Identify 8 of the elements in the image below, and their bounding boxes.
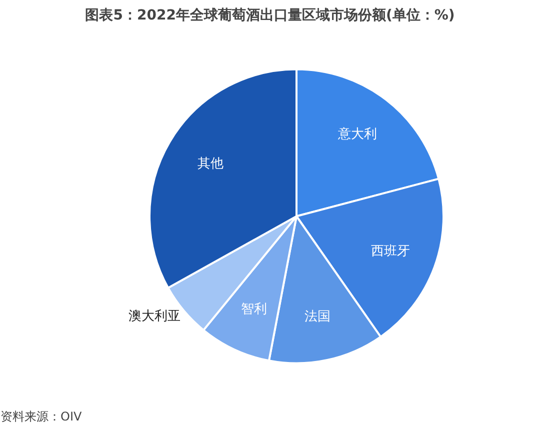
slice-label: 智利 xyxy=(241,302,268,318)
slice-label: 其他 xyxy=(197,156,224,172)
slice-label: 意大利 xyxy=(337,127,378,142)
slice-label: 法国 xyxy=(304,309,330,324)
slice-label: 澳大利亚 xyxy=(128,308,180,324)
slice-label: 西班牙 xyxy=(370,244,410,260)
text: 资料来源：OIV xyxy=(0,410,82,424)
chart-title: 图表5：2022年全球葡萄酒出口量区域市场份额(单位：%) xyxy=(85,6,455,24)
